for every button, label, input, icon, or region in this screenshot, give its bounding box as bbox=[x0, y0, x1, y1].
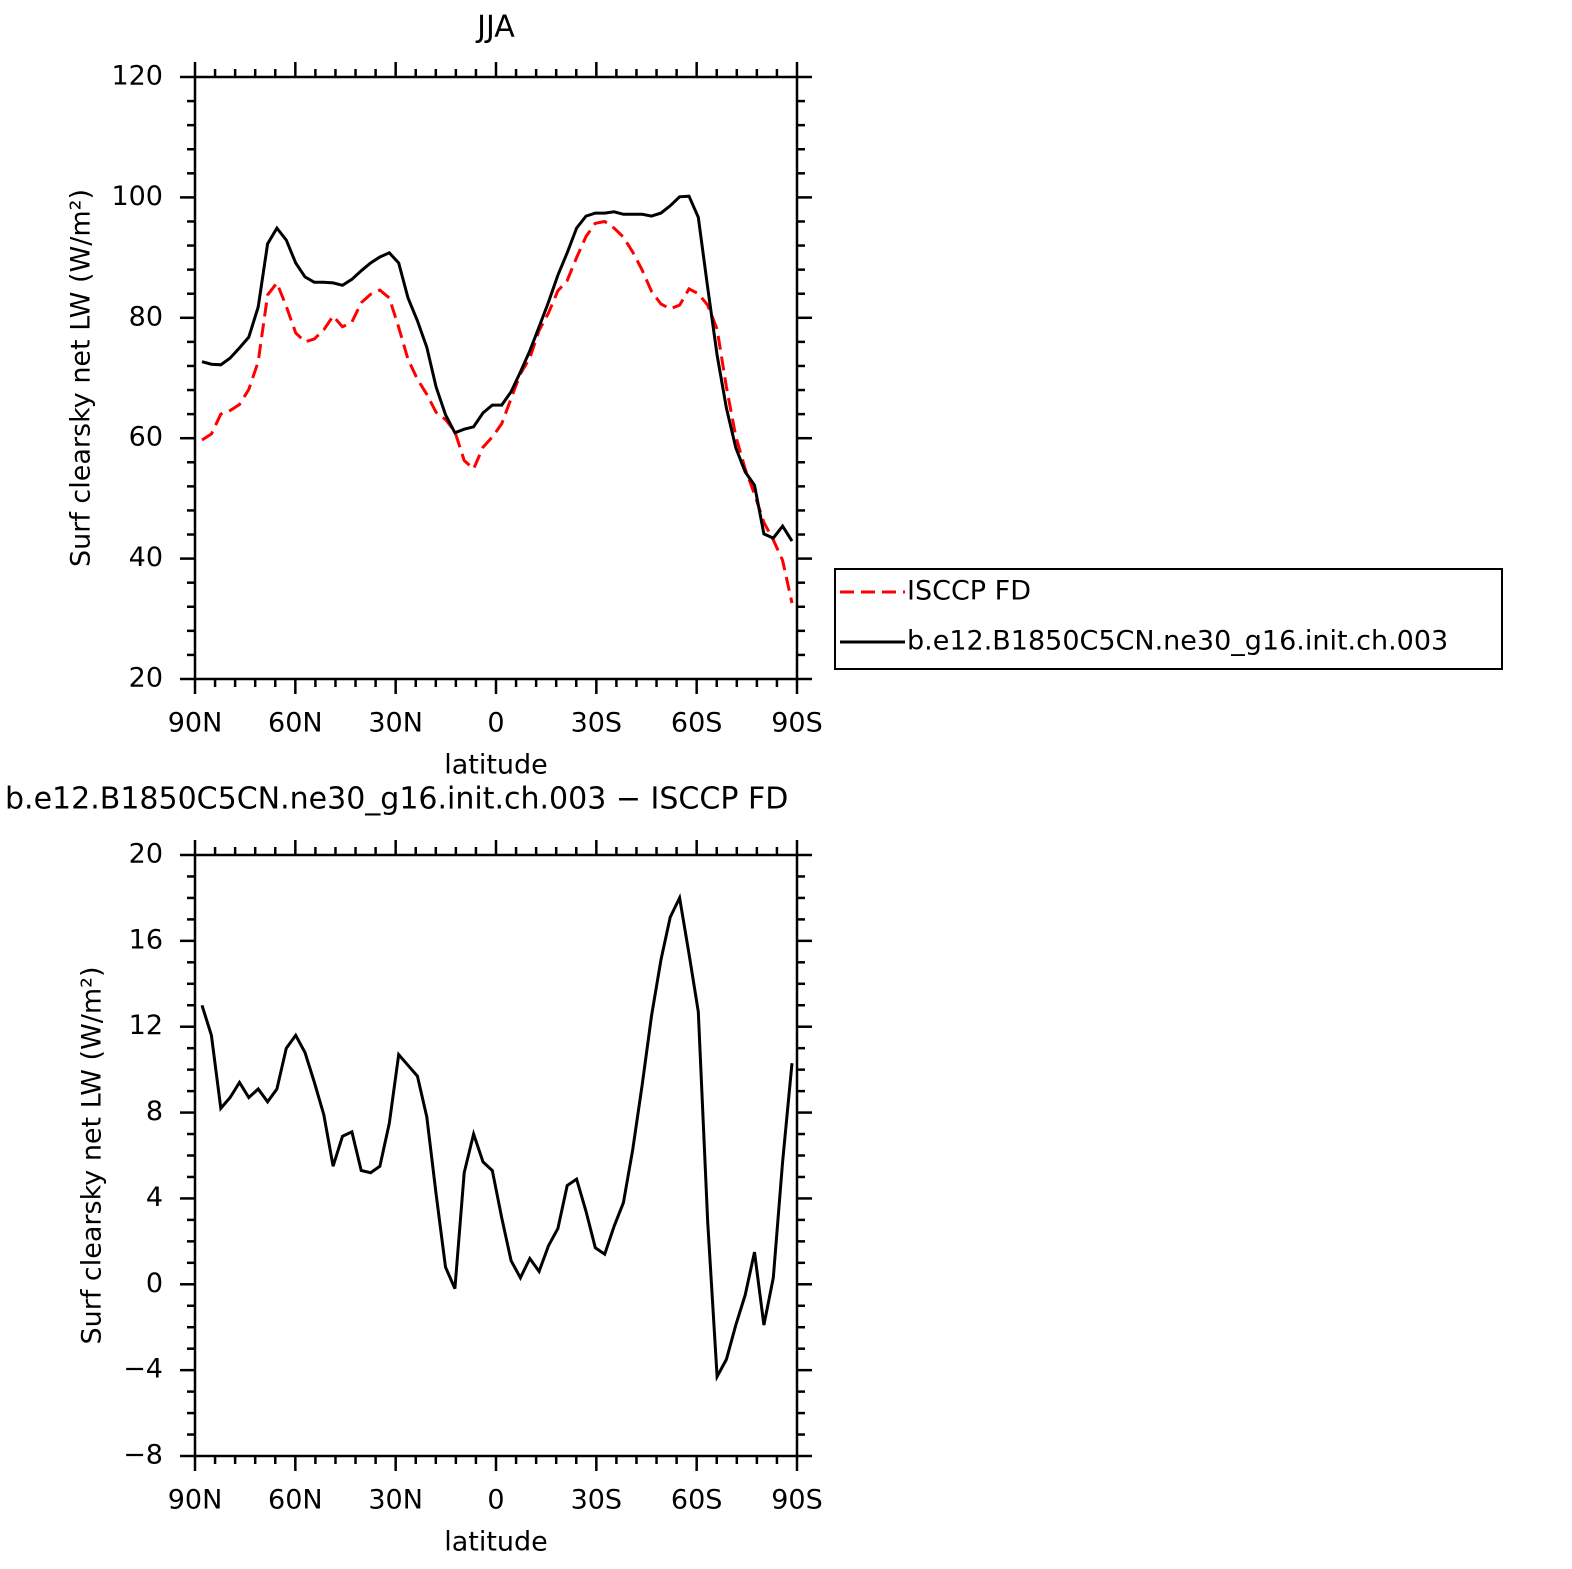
x-tick-label: 0 bbox=[487, 708, 504, 739]
y-tick-label: 120 bbox=[111, 61, 163, 92]
x-tick-label: 60S bbox=[671, 708, 723, 739]
x-tick-label: 90S bbox=[771, 708, 823, 739]
y-tick-label: 80 bbox=[129, 301, 163, 332]
x-tick-label: 90N bbox=[168, 1485, 223, 1516]
x-tick-label: 60N bbox=[268, 708, 323, 739]
chart-title: JJA bbox=[475, 10, 515, 45]
y-tick-label: 8 bbox=[146, 1096, 163, 1127]
x-tick-label: 30S bbox=[571, 708, 623, 739]
y-tick-label: 20 bbox=[129, 663, 163, 694]
plot-frame bbox=[193, 75, 799, 681]
y-tick-label: 12 bbox=[129, 1010, 163, 1041]
x-tick-label: 30S bbox=[571, 1485, 623, 1516]
x-axis-label: latitude bbox=[444, 1527, 548, 1558]
x-axis-label: latitude bbox=[444, 750, 548, 781]
legend-label: ISCCP FD bbox=[907, 576, 1031, 607]
y-tick-label: −8 bbox=[123, 1440, 163, 1471]
y-tick-label: 16 bbox=[129, 924, 163, 955]
x-tick-label: 60N bbox=[268, 1485, 323, 1516]
chart-title: b.e12.B1850C5CN.ne30_g16.init.ch.003 − I… bbox=[5, 782, 788, 817]
x-tick-label: 90N bbox=[168, 708, 223, 739]
data-line bbox=[201, 219, 794, 604]
data-line bbox=[201, 194, 794, 542]
x-tick-label: 30N bbox=[368, 1485, 423, 1516]
x-tick-label: 0 bbox=[487, 1485, 504, 1516]
y-tick-label: 4 bbox=[146, 1182, 163, 1213]
y-axis-label: Surf clearsky net LW (W/m²) bbox=[66, 189, 97, 567]
x-tick-label: 60S bbox=[671, 1485, 723, 1516]
y-tick-label: 20 bbox=[129, 839, 163, 870]
legend-box bbox=[834, 568, 1503, 670]
plot-frame bbox=[193, 853, 799, 1458]
x-tick-label: 90S bbox=[771, 1485, 823, 1516]
y-tick-label: 100 bbox=[111, 181, 163, 212]
y-tick-label: 40 bbox=[129, 542, 163, 573]
y-tick-label: −4 bbox=[123, 1354, 163, 1385]
data-line bbox=[200, 893, 794, 1382]
y-tick-label: 60 bbox=[129, 422, 163, 453]
y-axis-label: Surf clearsky net LW (W/m²) bbox=[77, 966, 108, 1344]
y-tick-label: 0 bbox=[146, 1268, 163, 1299]
legend-label: b.e12.B1850C5CN.ne30_g16.init.ch.003 bbox=[907, 626, 1448, 657]
x-tick-label: 30N bbox=[368, 708, 423, 739]
